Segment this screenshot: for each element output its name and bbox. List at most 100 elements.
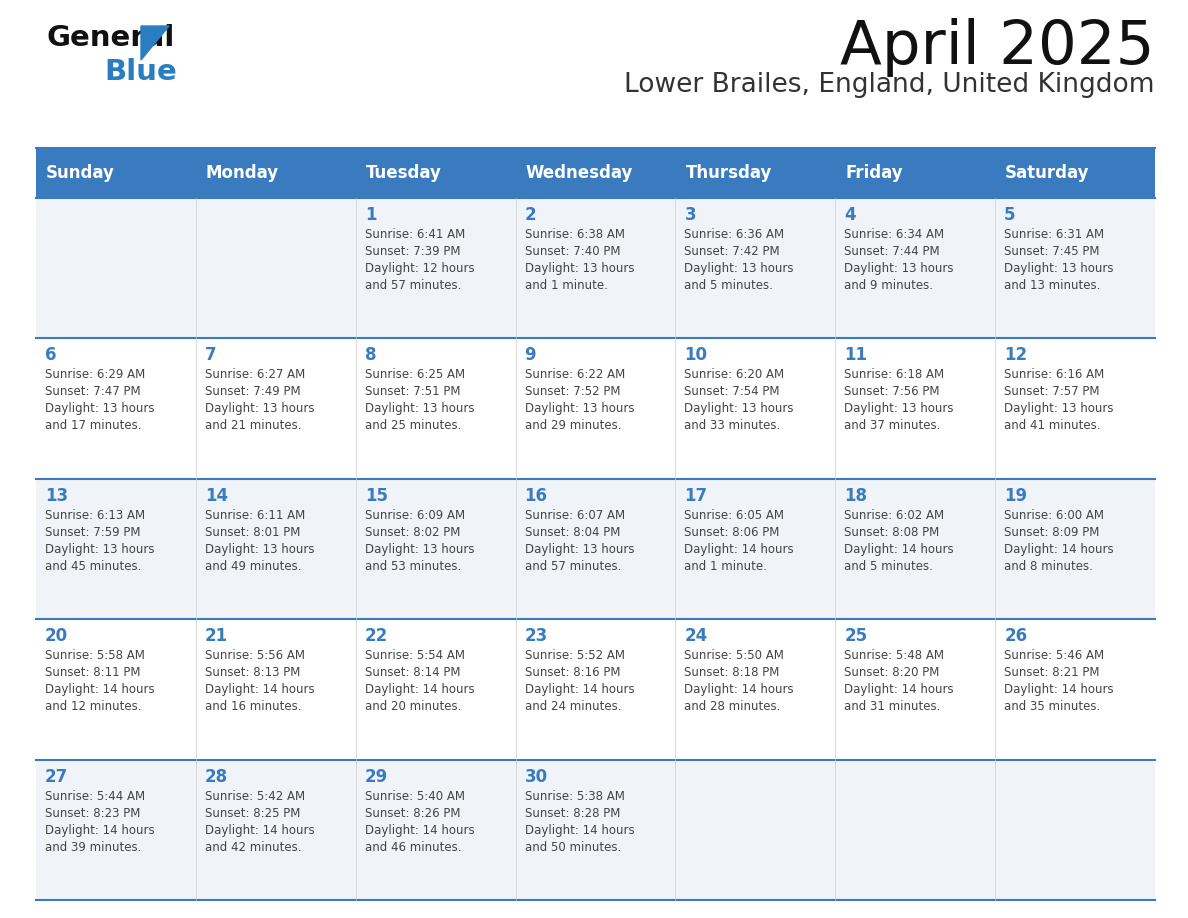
Text: Sunset: 8:08 PM: Sunset: 8:08 PM — [845, 526, 940, 539]
Text: Sunrise: 5:52 AM: Sunrise: 5:52 AM — [525, 649, 625, 662]
Text: 8: 8 — [365, 346, 377, 364]
Text: Sunset: 8:09 PM: Sunset: 8:09 PM — [1004, 526, 1100, 539]
Text: and 41 minutes.: and 41 minutes. — [1004, 420, 1100, 432]
Text: 11: 11 — [845, 346, 867, 364]
Text: Sunset: 7:44 PM: Sunset: 7:44 PM — [845, 245, 940, 258]
Text: Sunset: 8:04 PM: Sunset: 8:04 PM — [525, 526, 620, 539]
Text: Sunrise: 5:42 AM: Sunrise: 5:42 AM — [204, 789, 305, 802]
Text: 22: 22 — [365, 627, 388, 645]
Text: Daylight: 13 hours: Daylight: 13 hours — [1004, 262, 1113, 275]
Text: and 57 minutes.: and 57 minutes. — [365, 279, 461, 292]
Text: Sunset: 7:39 PM: Sunset: 7:39 PM — [365, 245, 460, 258]
Text: Sunset: 8:18 PM: Sunset: 8:18 PM — [684, 666, 779, 679]
Text: Sunset: 7:57 PM: Sunset: 7:57 PM — [1004, 386, 1100, 398]
Text: Daylight: 14 hours: Daylight: 14 hours — [525, 823, 634, 836]
Bar — [36, 198, 1155, 339]
Text: 5: 5 — [1004, 206, 1016, 224]
Text: Sunrise: 6:07 AM: Sunrise: 6:07 AM — [525, 509, 625, 521]
Text: Daylight: 14 hours: Daylight: 14 hours — [684, 683, 794, 696]
Text: Daylight: 13 hours: Daylight: 13 hours — [845, 402, 954, 416]
Text: Sunrise: 6:38 AM: Sunrise: 6:38 AM — [525, 228, 625, 241]
Text: 21: 21 — [204, 627, 228, 645]
Text: and 33 minutes.: and 33 minutes. — [684, 420, 781, 432]
Bar — [36, 759, 1155, 900]
Text: Daylight: 13 hours: Daylight: 13 hours — [365, 543, 474, 555]
Text: and 16 minutes.: and 16 minutes. — [204, 700, 302, 713]
Text: 20: 20 — [45, 627, 68, 645]
Text: 18: 18 — [845, 487, 867, 505]
Text: Sunrise: 6:25 AM: Sunrise: 6:25 AM — [365, 368, 465, 381]
Text: Sunrise: 6:36 AM: Sunrise: 6:36 AM — [684, 228, 784, 241]
Text: and 35 minutes.: and 35 minutes. — [1004, 700, 1100, 713]
Text: Sunset: 8:20 PM: Sunset: 8:20 PM — [845, 666, 940, 679]
Text: 10: 10 — [684, 346, 707, 364]
Text: Sunset: 8:23 PM: Sunset: 8:23 PM — [45, 807, 140, 820]
Text: and 21 minutes.: and 21 minutes. — [204, 420, 302, 432]
Text: and 28 minutes.: and 28 minutes. — [684, 700, 781, 713]
Text: Daylight: 14 hours: Daylight: 14 hours — [45, 823, 154, 836]
Text: Sunrise: 5:48 AM: Sunrise: 5:48 AM — [845, 649, 944, 662]
Text: 4: 4 — [845, 206, 855, 224]
Text: Daylight: 13 hours: Daylight: 13 hours — [525, 543, 634, 555]
Text: and 24 minutes.: and 24 minutes. — [525, 700, 621, 713]
Text: Sunrise: 5:50 AM: Sunrise: 5:50 AM — [684, 649, 784, 662]
Text: Daylight: 13 hours: Daylight: 13 hours — [525, 402, 634, 416]
Text: Sunrise: 6:18 AM: Sunrise: 6:18 AM — [845, 368, 944, 381]
Text: Daylight: 14 hours: Daylight: 14 hours — [365, 683, 474, 696]
Text: Daylight: 13 hours: Daylight: 13 hours — [845, 262, 954, 275]
Text: Tuesday: Tuesday — [366, 164, 442, 182]
Text: Daylight: 13 hours: Daylight: 13 hours — [525, 262, 634, 275]
Text: and 9 minutes.: and 9 minutes. — [845, 279, 934, 292]
Text: and 37 minutes.: and 37 minutes. — [845, 420, 941, 432]
Text: Sunrise: 6:11 AM: Sunrise: 6:11 AM — [204, 509, 305, 521]
Text: Sunset: 7:54 PM: Sunset: 7:54 PM — [684, 386, 781, 398]
Text: Sunrise: 5:54 AM: Sunrise: 5:54 AM — [365, 649, 465, 662]
Text: 12: 12 — [1004, 346, 1028, 364]
Text: 24: 24 — [684, 627, 708, 645]
Text: Daylight: 14 hours: Daylight: 14 hours — [845, 683, 954, 696]
Text: 19: 19 — [1004, 487, 1028, 505]
Text: Lower Brailes, England, United Kingdom: Lower Brailes, England, United Kingdom — [625, 72, 1155, 98]
Bar — [36, 339, 1155, 479]
Text: Sunrise: 5:46 AM: Sunrise: 5:46 AM — [1004, 649, 1105, 662]
Text: and 46 minutes.: and 46 minutes. — [365, 841, 461, 854]
Text: Sunset: 7:42 PM: Sunset: 7:42 PM — [684, 245, 781, 258]
Text: Sunrise: 5:44 AM: Sunrise: 5:44 AM — [45, 789, 145, 802]
Text: Sunrise: 6:00 AM: Sunrise: 6:00 AM — [1004, 509, 1104, 521]
Text: 3: 3 — [684, 206, 696, 224]
Text: Monday: Monday — [206, 164, 279, 182]
Text: Saturday: Saturday — [1005, 164, 1089, 182]
Text: Daylight: 14 hours: Daylight: 14 hours — [525, 683, 634, 696]
Text: 28: 28 — [204, 767, 228, 786]
Text: Sunset: 8:26 PM: Sunset: 8:26 PM — [365, 807, 460, 820]
Text: Sunset: 8:14 PM: Sunset: 8:14 PM — [365, 666, 460, 679]
Text: and 5 minutes.: and 5 minutes. — [684, 279, 773, 292]
Text: 30: 30 — [525, 767, 548, 786]
Text: 25: 25 — [845, 627, 867, 645]
Text: and 42 minutes.: and 42 minutes. — [204, 841, 302, 854]
Text: Sunset: 8:13 PM: Sunset: 8:13 PM — [204, 666, 301, 679]
Text: General: General — [46, 24, 175, 52]
Text: and 53 minutes.: and 53 minutes. — [365, 560, 461, 573]
Text: 2: 2 — [525, 206, 536, 224]
Text: Sunset: 7:49 PM: Sunset: 7:49 PM — [204, 386, 301, 398]
Text: 1: 1 — [365, 206, 377, 224]
Bar — [36, 479, 1155, 620]
Text: 9: 9 — [525, 346, 536, 364]
Bar — [36, 148, 1155, 198]
Text: Sunrise: 5:58 AM: Sunrise: 5:58 AM — [45, 649, 145, 662]
Text: 13: 13 — [45, 487, 68, 505]
Text: and 13 minutes.: and 13 minutes. — [1004, 279, 1100, 292]
Text: Daylight: 13 hours: Daylight: 13 hours — [684, 262, 794, 275]
Text: Sunset: 7:45 PM: Sunset: 7:45 PM — [1004, 245, 1100, 258]
Text: Sunset: 8:28 PM: Sunset: 8:28 PM — [525, 807, 620, 820]
Text: Sunrise: 6:20 AM: Sunrise: 6:20 AM — [684, 368, 784, 381]
Text: Sunset: 8:25 PM: Sunset: 8:25 PM — [204, 807, 301, 820]
Text: Daylight: 14 hours: Daylight: 14 hours — [45, 683, 154, 696]
Text: April 2025: April 2025 — [840, 18, 1155, 77]
Text: Daylight: 13 hours: Daylight: 13 hours — [204, 402, 315, 416]
Text: and 17 minutes.: and 17 minutes. — [45, 420, 141, 432]
Text: Daylight: 14 hours: Daylight: 14 hours — [1004, 683, 1114, 696]
Text: and 8 minutes.: and 8 minutes. — [1004, 560, 1093, 573]
Text: and 45 minutes.: and 45 minutes. — [45, 560, 141, 573]
